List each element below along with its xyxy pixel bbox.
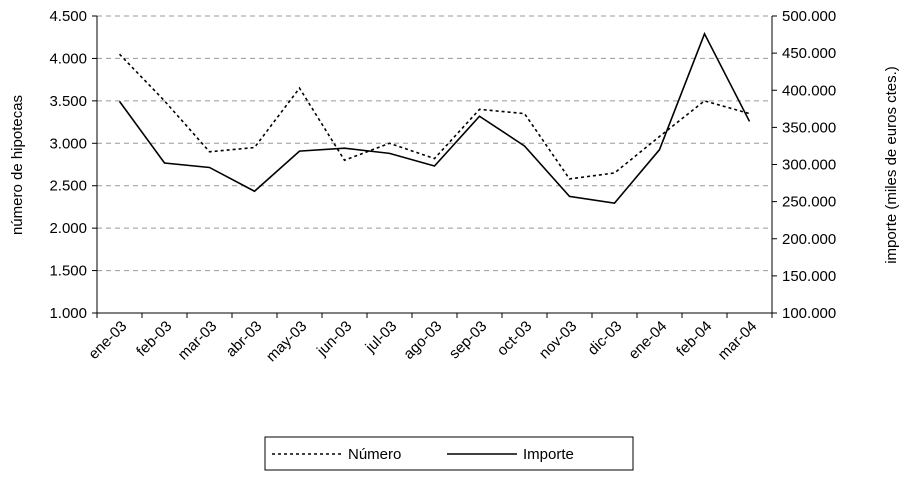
x-tick-label: abr-03 <box>223 318 266 361</box>
y2-tick-label: 450.000 <box>782 45 836 62</box>
x-tick-label: ene-03 <box>85 318 130 363</box>
y-tick-label: 2.000 <box>49 220 87 237</box>
x-tick-label: feb-04 <box>673 318 715 360</box>
y-tick-label: 1.000 <box>49 305 87 322</box>
x-tick-label: feb-03 <box>133 318 175 360</box>
x-tick-label: jul-03 <box>362 318 401 357</box>
x-tick-label: jun-03 <box>313 318 355 360</box>
y2-tick-label: 250.000 <box>782 194 836 211</box>
y2-tick-label: 100.000 <box>782 305 836 322</box>
legend-label: Importe <box>523 446 574 463</box>
x-tick-label: ene-04 <box>625 318 670 363</box>
y-tick-label: 3.500 <box>49 93 87 110</box>
legend-label: Número <box>348 446 401 463</box>
y2-tick-label: 200.000 <box>782 231 836 248</box>
y2-tick-label: 300.000 <box>782 157 836 174</box>
y2-tick-label: 400.000 <box>782 82 836 99</box>
x-tick-label: may-03 <box>263 318 310 365</box>
y-tick-label: 2.500 <box>49 178 87 195</box>
y-tick-label: 1.500 <box>49 263 87 280</box>
series-line <box>118 53 750 180</box>
y-axis-title: número de hipotecas <box>9 95 26 235</box>
x-tick-label: sep-03 <box>446 318 490 362</box>
y-tick-label: 4.500 <box>49 8 87 25</box>
y-tick-label: 3.000 <box>49 135 87 152</box>
x-tick-label: mar-03 <box>175 318 221 364</box>
y2-axis-title: importe (miles de euros ctes.) <box>883 66 900 264</box>
x-tick-label: dic-03 <box>584 318 625 359</box>
x-tick-label: ago-03 <box>400 318 445 363</box>
y-tick-label: 4.000 <box>49 50 87 67</box>
y2-tick-label: 500.000 <box>782 8 836 25</box>
y2-tick-label: 150.000 <box>782 268 836 285</box>
y2-tick-label: 350.000 <box>782 119 836 136</box>
x-tick-label: mar-04 <box>715 318 761 364</box>
x-tick-label: nov-03 <box>536 318 580 362</box>
x-tick-label: oct-03 <box>494 318 536 360</box>
series-line <box>118 31 751 204</box>
